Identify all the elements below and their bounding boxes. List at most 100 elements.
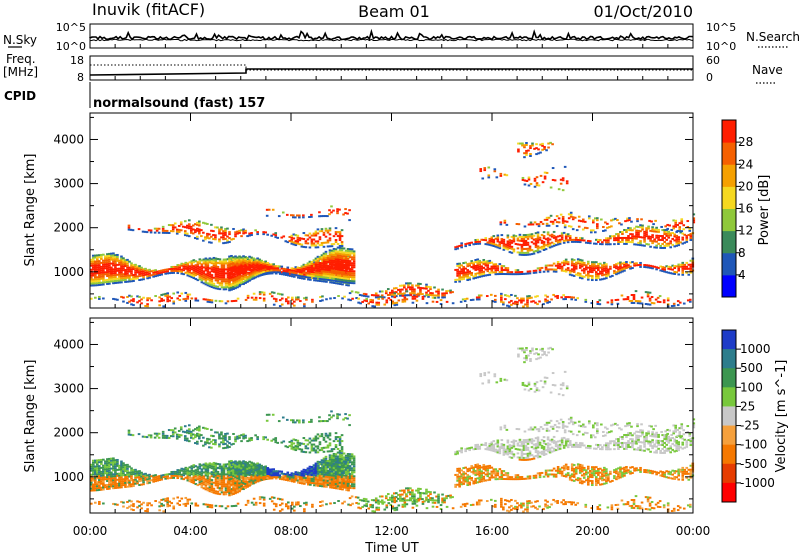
power-cell xyxy=(324,229,328,232)
power-cell xyxy=(328,279,332,282)
power-cell xyxy=(678,222,682,225)
power-cell xyxy=(403,298,407,301)
velocity-cell xyxy=(218,477,222,480)
power-cell xyxy=(131,229,135,232)
power-cell xyxy=(250,274,253,277)
power-cell xyxy=(524,234,528,237)
power-cell xyxy=(561,189,565,192)
power-cell xyxy=(466,277,469,280)
power-cell xyxy=(454,280,457,283)
power-cell xyxy=(226,276,230,279)
power-cell xyxy=(520,271,524,274)
velocity-cell xyxy=(100,472,103,475)
power-cell xyxy=(510,303,513,306)
power-cell xyxy=(212,264,216,267)
power-cell xyxy=(488,241,492,244)
power-cell xyxy=(346,261,350,264)
power-cell xyxy=(512,248,516,251)
power-cell xyxy=(242,275,245,278)
power-cell xyxy=(539,221,543,224)
power-cell xyxy=(218,272,222,275)
power-cell xyxy=(687,263,691,266)
power-cell xyxy=(431,296,435,299)
velocity-cell xyxy=(112,463,115,466)
velocity-cell xyxy=(208,476,212,479)
power-cell xyxy=(322,254,326,257)
velocity-cell xyxy=(222,493,226,496)
velocity-cell xyxy=(98,473,101,476)
power-cell xyxy=(226,274,230,277)
power-cell xyxy=(527,176,531,179)
power-cell xyxy=(242,281,245,284)
power-cell xyxy=(270,291,274,294)
power-cell xyxy=(298,266,302,269)
power-cell xyxy=(651,234,654,237)
power-cell xyxy=(508,271,512,274)
power-cell xyxy=(204,281,208,284)
power-cell xyxy=(437,290,440,293)
power-cell xyxy=(270,272,274,275)
power-cell xyxy=(311,300,314,303)
velocity-cell xyxy=(104,486,107,489)
velocity-cell xyxy=(90,485,93,488)
power-cell xyxy=(316,257,320,260)
power-cell xyxy=(224,282,228,285)
power-cell xyxy=(270,271,274,274)
power-cell xyxy=(533,185,537,188)
power-cell xyxy=(342,213,345,216)
power-cell xyxy=(542,247,546,249)
power-cell xyxy=(552,244,556,247)
power-cell xyxy=(597,266,600,269)
power-cell xyxy=(240,266,243,269)
power-cell xyxy=(517,150,520,153)
power-cell xyxy=(218,232,221,235)
power-cell xyxy=(469,299,473,302)
power-cell xyxy=(518,251,522,254)
power-cell xyxy=(336,208,339,211)
power-cell xyxy=(118,277,121,280)
power-cell xyxy=(306,274,310,277)
power-cell xyxy=(601,272,604,275)
power-cell xyxy=(673,245,677,248)
power-cell xyxy=(526,272,530,275)
power-cell xyxy=(238,261,241,264)
power-cell xyxy=(90,268,93,271)
power-cell xyxy=(319,296,322,299)
power-cell xyxy=(369,300,372,303)
power-cell xyxy=(167,224,171,227)
power-cell xyxy=(140,272,143,275)
power-cell xyxy=(98,270,101,273)
velocity-cell xyxy=(206,489,210,492)
power-cell xyxy=(458,274,461,277)
power-cell xyxy=(441,294,444,297)
power-cell xyxy=(293,300,296,303)
power-cell xyxy=(224,229,227,232)
velocity-cell xyxy=(210,491,214,494)
velocity-cell xyxy=(190,479,194,482)
power-cell xyxy=(560,269,564,272)
power-cell xyxy=(244,258,247,261)
power-cell xyxy=(573,216,577,219)
power-cell xyxy=(609,235,612,238)
power-cell xyxy=(610,219,613,222)
power-cell xyxy=(334,256,338,259)
power-cell xyxy=(598,299,602,302)
power-cell xyxy=(468,244,471,247)
power-cell xyxy=(344,255,348,258)
power-cell xyxy=(536,251,540,254)
power-cell xyxy=(90,297,93,300)
power-cell xyxy=(108,258,111,261)
power-cell xyxy=(350,262,354,265)
power-cell xyxy=(563,224,567,227)
power-cell xyxy=(198,224,201,227)
power-cell xyxy=(226,272,230,275)
power-cell xyxy=(316,267,320,270)
power-cell xyxy=(689,267,693,270)
velocity-cell xyxy=(162,476,165,479)
power-cell xyxy=(596,301,600,303)
power-cell xyxy=(300,237,304,240)
power-cell xyxy=(564,270,568,273)
power-cell xyxy=(478,261,482,264)
velocity-cell xyxy=(202,471,206,474)
power-cell xyxy=(310,213,313,216)
